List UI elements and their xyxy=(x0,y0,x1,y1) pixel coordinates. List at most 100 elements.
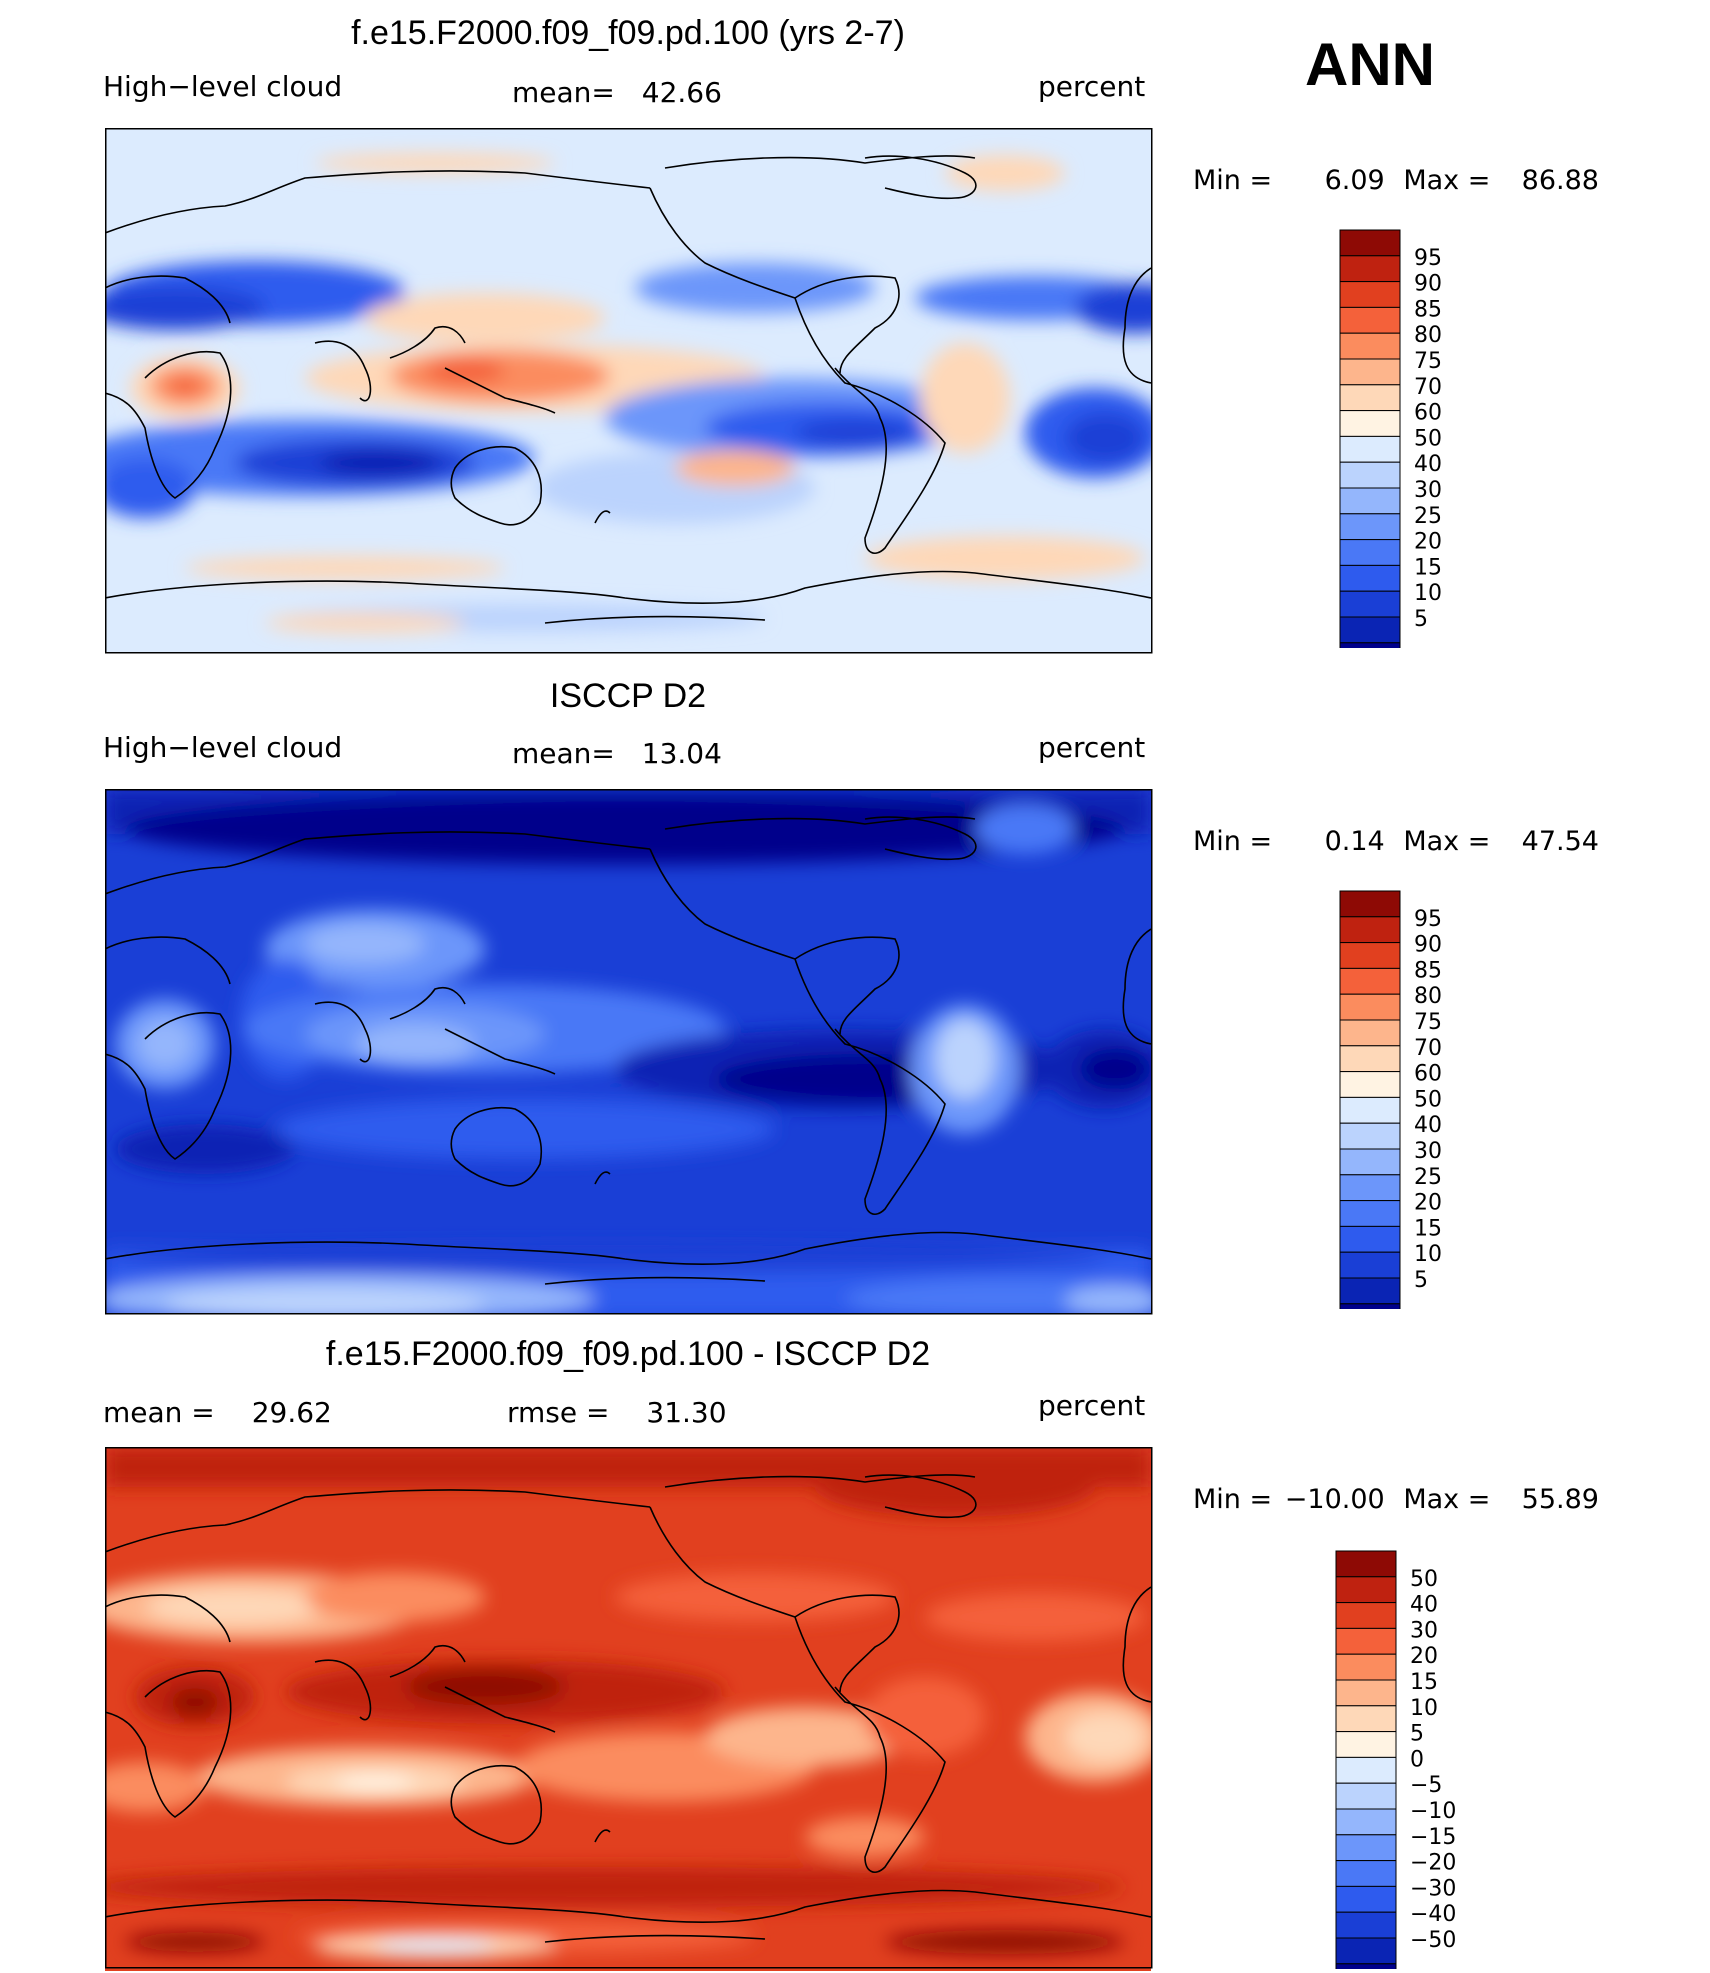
panel3-coastlines xyxy=(105,1474,1151,1943)
panel2-variable-label: High−level cloud xyxy=(103,731,343,764)
colorbar-swatch xyxy=(1339,590,1401,618)
colorbar-tick-label: 40 xyxy=(1414,452,1442,477)
colorbar-swatch xyxy=(1335,1627,1397,1655)
panel3-min-value: −10.00 xyxy=(1284,1484,1385,1515)
colorbar-swatch xyxy=(1335,1756,1397,1784)
panel1-min-label: Min = xyxy=(1193,165,1273,196)
colorbar-swatch xyxy=(1335,1834,1397,1862)
colorbar-swatch xyxy=(1339,1200,1401,1227)
colorbar-swatch xyxy=(1339,993,1401,1021)
panel3-max-label: Max = xyxy=(1403,1484,1491,1515)
colorbar-tick-label: 15 xyxy=(1414,555,1442,580)
panel1-title: f.e15.F2000.f09_f09.pd.100 (yrs 2-7) xyxy=(351,14,905,52)
colorbar-tick-label: 20 xyxy=(1414,1191,1442,1216)
panel2-mean-value: 13.04 xyxy=(641,737,722,770)
colorbar-tick-label: −50 xyxy=(1410,1928,1456,1953)
colorbar-tick-label: 15 xyxy=(1410,1670,1438,1695)
panel2-min-label: Min = xyxy=(1193,826,1273,857)
panel1-max-value: 86.88 xyxy=(1521,165,1599,196)
colorbar-swatch xyxy=(1339,513,1401,541)
panel3-mean-value: 29.62 xyxy=(251,1396,332,1429)
panel1-mean: mean= 42.66 xyxy=(512,76,722,109)
colorbar-swatch xyxy=(1339,306,1401,334)
season-label: ANN xyxy=(1305,31,1435,98)
colorbar-swatch xyxy=(1339,358,1401,386)
colorbar-swatch xyxy=(1339,564,1401,592)
panel2-max-label: Max = xyxy=(1403,826,1491,857)
colorbar-tick-label: −30 xyxy=(1410,1876,1456,1901)
colorbar-swatch xyxy=(1335,1963,1397,1969)
colorbar-tick-label: 60 xyxy=(1414,401,1442,426)
colorbar-tick-label: 70 xyxy=(1414,1036,1442,1061)
colorbar-tick-label: 30 xyxy=(1414,478,1442,503)
colorbar-swatch xyxy=(1335,1885,1397,1913)
colorbar-swatch xyxy=(1339,890,1401,918)
colorbar-swatch xyxy=(1339,916,1401,944)
panel1-coastlines xyxy=(105,155,1151,624)
colorbar-swatch xyxy=(1335,1550,1397,1578)
panel3-units: percent xyxy=(1038,1389,1146,1422)
colorbar-tick-label: 10 xyxy=(1414,581,1442,606)
colorbar-swatch xyxy=(1339,1071,1401,1098)
colorbar-tick-label: 15 xyxy=(1414,1216,1442,1241)
panel3-rmse-value: 31.30 xyxy=(646,1396,727,1429)
colorbar-swatch xyxy=(1339,1303,1401,1309)
colorbar-tick-label: −15 xyxy=(1410,1825,1456,1850)
colorbar-swatch xyxy=(1339,229,1401,257)
colorbar-swatch xyxy=(1339,1045,1401,1073)
colorbar-tick-label: 25 xyxy=(1414,504,1442,529)
panel2-mean: mean= 13.04 xyxy=(512,737,722,770)
panel3-map xyxy=(105,1447,1153,1971)
panel3-frame xyxy=(105,1447,1153,1969)
colorbar-swatch xyxy=(1339,942,1401,969)
colorbar-swatch xyxy=(1339,616,1401,644)
colorbar-swatch xyxy=(1335,1937,1397,1965)
colorbar-swatch xyxy=(1335,1911,1397,1939)
colorbar-swatch xyxy=(1339,1019,1401,1047)
colorbar-swatch xyxy=(1335,1602,1397,1629)
colorbar-tick-label: 25 xyxy=(1414,1165,1442,1190)
panel2-units: percent xyxy=(1038,731,1146,764)
colorbar-swatch xyxy=(1339,410,1401,437)
colorbar-swatch xyxy=(1335,1731,1397,1758)
colorbar-tick-label: −40 xyxy=(1410,1902,1456,1927)
colorbar-tick-label: 60 xyxy=(1414,1062,1442,1087)
colorbar-tick-label: 20 xyxy=(1410,1644,1438,1669)
colorbar-tick-label: 5 xyxy=(1414,607,1428,632)
panel3-minmax: Min = −10.00 Max = 55.89 xyxy=(1193,1484,1599,1515)
panel2-field xyxy=(105,789,1151,1313)
colorbar-swatch xyxy=(1339,1096,1401,1124)
colorbar-swatch xyxy=(1339,1122,1401,1150)
colorbar-swatch xyxy=(1339,967,1401,995)
panel1-units: percent xyxy=(1038,70,1146,103)
colorbar-swatch xyxy=(1339,255,1401,283)
colorbar-swatch xyxy=(1335,1782,1397,1810)
colorbar-tick-label: 30 xyxy=(1410,1618,1438,1643)
panel3-mean: mean = 29.62 xyxy=(103,1396,332,1429)
colorbar-tick-label: 90 xyxy=(1414,933,1442,958)
colorbar-tick-label: 85 xyxy=(1414,297,1442,322)
colorbar-tick-label: −5 xyxy=(1410,1773,1442,1798)
colorbar-swatch xyxy=(1339,281,1401,308)
colorbar-tick-label: 50 xyxy=(1414,1087,1442,1112)
colorbar-swatch xyxy=(1335,1653,1397,1681)
colorbar-swatch xyxy=(1335,1576,1397,1604)
colorbar-tick-label: −20 xyxy=(1410,1851,1456,1876)
colorbar-swatch xyxy=(1339,539,1401,566)
panel1-mean-label: mean= xyxy=(512,76,615,109)
colorbar-tick-label: 0 xyxy=(1410,1747,1424,1772)
colorbar-tick-label: 40 xyxy=(1414,1113,1442,1138)
colorbar-tick-label: 95 xyxy=(1414,246,1442,271)
colorbar-swatch xyxy=(1339,487,1401,515)
panel3-max-value: 55.89 xyxy=(1521,1484,1599,1515)
colorbar-swatch xyxy=(1339,435,1401,463)
colorbar-tick-label: 30 xyxy=(1414,1139,1442,1164)
panel1-min-value: 6.09 xyxy=(1324,165,1385,196)
panel1-map xyxy=(105,128,1153,654)
colorbar-swatch xyxy=(1339,384,1401,412)
colorbar-tick-label: 50 xyxy=(1414,426,1442,451)
colorbar-tick-label: 40 xyxy=(1410,1593,1438,1618)
colorbar-tick-label: 75 xyxy=(1414,349,1442,374)
